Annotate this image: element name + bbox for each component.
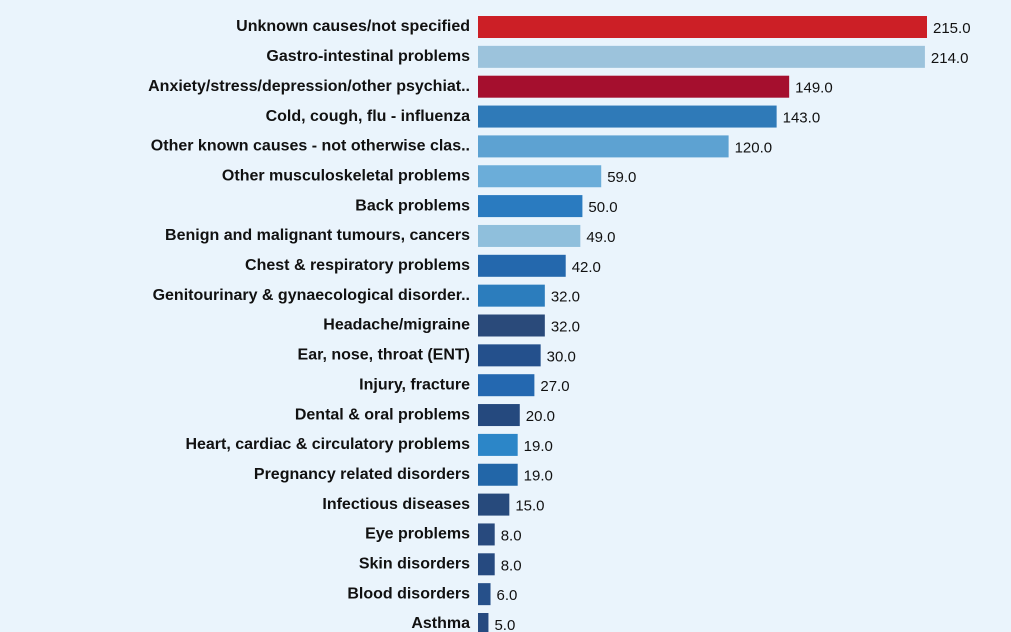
category-label: Skin disorders (359, 556, 470, 573)
category-label: Back problems (355, 197, 470, 214)
category-label: Ear, nose, throat (ENT) (298, 347, 470, 364)
value-label: 8.0 (501, 527, 522, 544)
bar (478, 344, 541, 367)
bar (478, 254, 566, 277)
value-label: 20.0 (526, 408, 555, 425)
value-label: 42.0 (572, 259, 601, 276)
value-label: 50.0 (588, 199, 617, 216)
bar (478, 195, 583, 218)
value-label: 15.0 (515, 498, 544, 515)
value-label: 5.0 (494, 617, 515, 632)
value-label: 27.0 (540, 378, 569, 395)
bar (478, 583, 491, 606)
value-label: 8.0 (501, 557, 522, 574)
value-label: 19.0 (524, 468, 553, 485)
bar (478, 553, 495, 576)
bar (478, 374, 535, 397)
bar (478, 75, 790, 98)
value-label: 149.0 (795, 80, 833, 97)
category-label: Injury, fracture (359, 376, 470, 393)
category-label: Dental & oral problems (295, 406, 470, 423)
value-label: 49.0 (586, 229, 615, 246)
value-label: 59.0 (607, 169, 636, 186)
category-label: Blood disorders (347, 585, 470, 602)
bar (478, 613, 489, 632)
bar (478, 135, 729, 158)
bar (478, 404, 520, 427)
category-label: Heart, cardiac & circulatory problems (185, 436, 470, 453)
category-label: Gastro-intestinal problems (266, 48, 470, 65)
value-label: 214.0 (931, 50, 969, 67)
category-label: Other musculoskeletal problems (222, 167, 470, 184)
category-label: Infectious diseases (322, 496, 470, 513)
category-label: Other known causes - not otherwise clas.… (151, 138, 470, 155)
bar (478, 224, 581, 247)
value-label: 120.0 (735, 139, 773, 156)
value-label: 215.0 (933, 20, 971, 37)
category-label: Genitourinary & gynaecological disorder.… (153, 287, 470, 304)
bar (478, 45, 925, 68)
bar (478, 105, 777, 128)
category-label: Pregnancy related disorders (254, 466, 470, 483)
bar (478, 16, 927, 38)
category-label: Headache/migraine (323, 317, 470, 334)
bar (478, 284, 545, 307)
category-label: Anxiety/stress/depression/other psychiat… (148, 78, 470, 95)
bar (478, 523, 495, 546)
category-label: Benign and malignant tumours, cancers (165, 227, 470, 244)
category-label: Chest & respiratory problems (245, 257, 470, 274)
value-label: 19.0 (524, 438, 553, 455)
category-label: Unknown causes/not specified (236, 18, 470, 35)
bar (478, 493, 510, 516)
category-label: Asthma (411, 615, 470, 632)
bar (478, 314, 545, 337)
category-label: Eye problems (365, 526, 470, 543)
value-label: 32.0 (551, 318, 580, 335)
bar (478, 433, 518, 456)
value-label: 30.0 (547, 348, 576, 365)
category-label: Cold, cough, flu - influenza (266, 108, 471, 125)
value-label: 6.0 (497, 587, 518, 604)
bar (478, 463, 518, 486)
value-label: 143.0 (783, 110, 821, 127)
bar (478, 165, 602, 188)
value-label: 32.0 (551, 289, 580, 306)
